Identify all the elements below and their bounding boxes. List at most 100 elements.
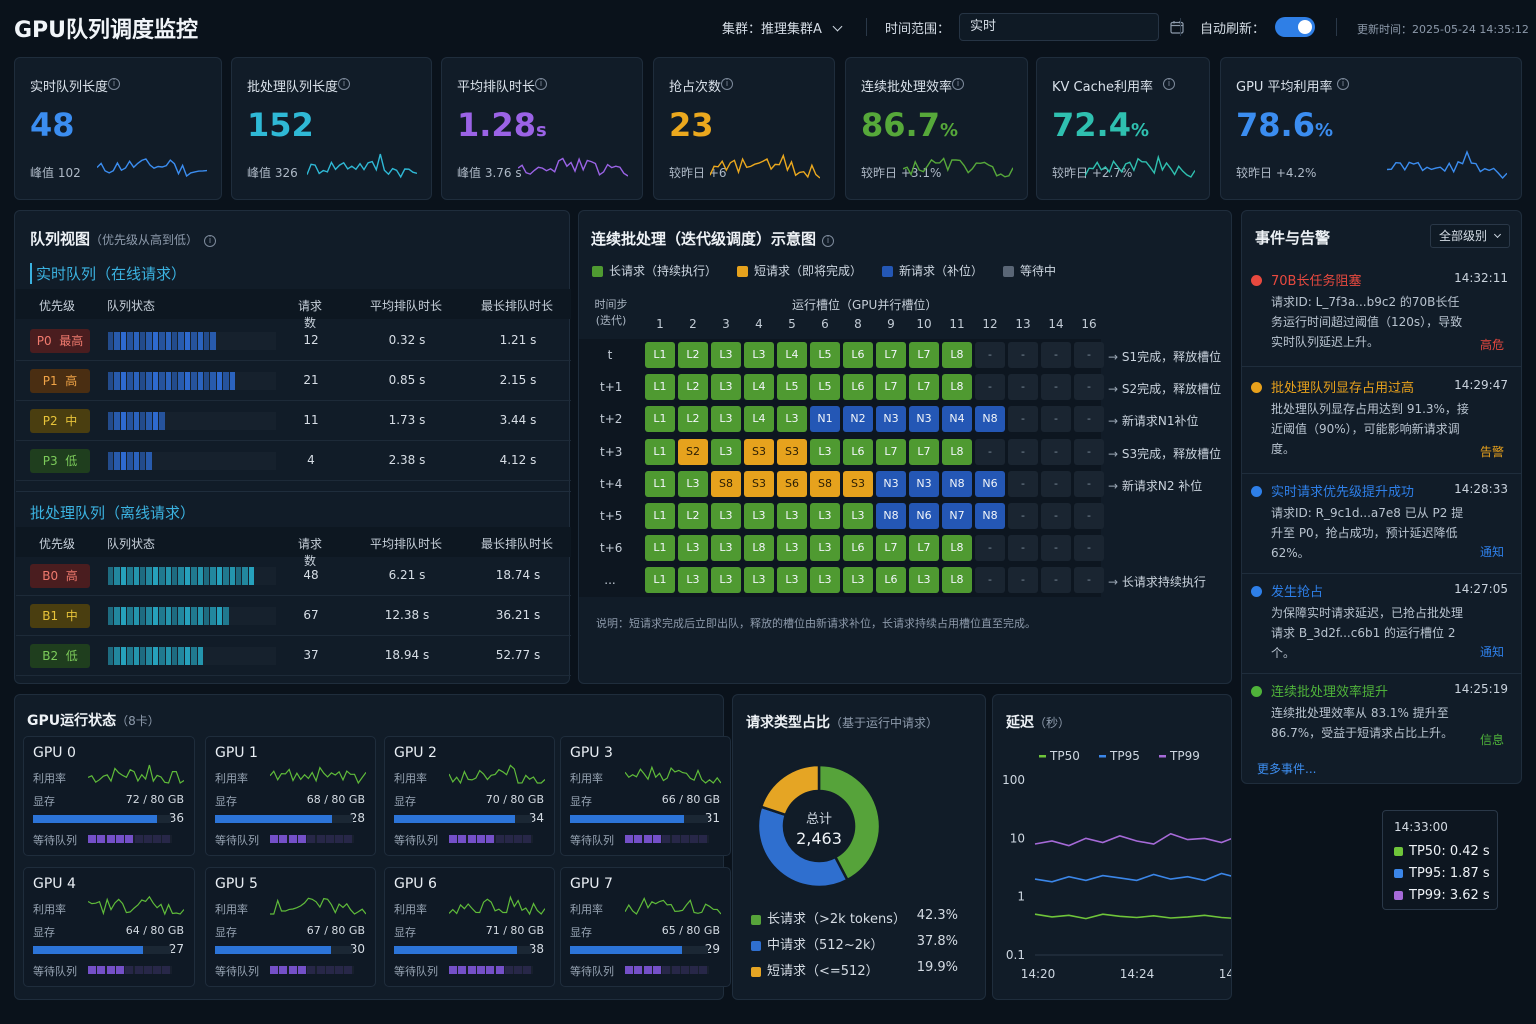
gpu-card[interactable]: GPU 3 利用率 显存 等待队列 66 / 80 GB 31 <box>560 736 731 856</box>
slot-cell: L3 <box>678 470 708 497</box>
queue-row[interactable]: P2 中 11 1.73 s 3.44 s <box>16 401 571 441</box>
slot-cell: L8 <box>942 535 972 562</box>
events-title: 事件与告警 <box>1255 229 1331 247</box>
column-header: 优先级 <box>39 537 76 551</box>
gpu-card[interactable]: GPU 7 利用率 显存 等待队列 65 / 80 GB 29 <box>560 867 731 987</box>
gpu-card[interactable]: GPU 1 利用率 显存 等待队列 68 / 80 GB 28 <box>205 736 376 856</box>
slot-cell: L3 <box>777 535 807 562</box>
queue-row[interactable]: P0 最高 12 0.32 s 1.21 s <box>16 321 571 361</box>
slot-cell: - <box>975 342 1005 368</box>
slot-cell: N8 <box>975 406 1005 433</box>
auto-refresh-toggle[interactable] <box>1275 17 1315 37</box>
more-events-link[interactable]: 更多事件... <box>1257 762 1317 776</box>
slot-cell: - <box>1074 535 1104 562</box>
mem-bar <box>215 946 353 954</box>
util-sparkline <box>270 897 366 915</box>
info-icon[interactable]: i <box>204 234 217 247</box>
y-tick-label: 100 <box>1002 773 1025 787</box>
slot-cell: - <box>1008 374 1038 401</box>
donut-slice[interactable] <box>759 763 821 817</box>
gpu-card[interactable]: GPU 2 利用率 显存 等待队列 70 / 80 GB 34 <box>384 736 555 856</box>
slot-cell: L3 <box>909 567 939 594</box>
gpu-name: GPU 0 <box>33 745 76 761</box>
util-label: 利用率 <box>215 772 248 785</box>
cluster-label: 集群： <box>722 22 762 37</box>
gpu-card[interactable]: GPU 5 利用率 显存 等待队列 67 / 80 GB 30 <box>205 867 376 987</box>
info-icon[interactable]: i <box>338 78 350 90</box>
event-item[interactable]: 发生抢占 14:27:05 为保障实时请求延迟，已抢占批处理请求 B_3d2f...… <box>1242 581 1522 673</box>
event-desc: 连续批处理效率从 83.1% 提升至 86.7%，受益于短请求占比上升。 <box>1271 706 1454 740</box>
event-item[interactable]: 70B长任务阻塞 14:32:11 请求ID: L_7f3a...b9c2 的70B… <box>1242 270 1522 366</box>
slot-cell: L2 <box>678 374 708 401</box>
kpi-sparkline <box>710 153 820 179</box>
priority-badge: P0 最高 <box>30 329 90 353</box>
info-icon[interactable]: i <box>952 78 964 90</box>
queue-row[interactable]: P1 高 21 0.85 s 2.15 s <box>16 361 571 401</box>
queue-status-bar <box>108 647 276 665</box>
legend-item: 长请求（持续执行） <box>592 264 717 278</box>
row-note: → S3完成，释放槽位 <box>1108 446 1222 461</box>
queue-status-bar <box>108 567 276 585</box>
priority-badge: B2 低 <box>30 644 90 668</box>
queue-row[interactable]: P3 低 4 2.38 s 4.12 s <box>16 441 571 481</box>
info-icon[interactable]: i <box>535 78 547 90</box>
event-item[interactable]: 实时请求优先级提升成功 14:28:33 请求ID: R_9c1d...a7e8 已… <box>1242 481 1522 573</box>
event-status-dot <box>1251 686 1262 697</box>
slot-cell: L7 <box>909 374 939 401</box>
info-icon[interactable]: i <box>1163 78 1175 90</box>
info-icon[interactable]: i <box>108 78 120 90</box>
gpu-card[interactable]: GPU 4 利用率 显存 等待队列 64 / 80 GB 27 <box>23 867 195 987</box>
slot-cell: L3 <box>678 567 708 594</box>
queue-row[interactable]: B0 高 48 6.21 s 18.74 s <box>16 556 571 596</box>
legend-label: TP95 <box>1109 749 1140 763</box>
donut-slice[interactable] <box>817 763 882 882</box>
event-item[interactable]: 连续批处理效率提升 14:25:19 连续批处理效率从 83.1% 提升至 86.7… <box>1242 681 1522 761</box>
time-step-label: t+3 <box>600 444 623 459</box>
slot-number: 11 <box>949 317 965 331</box>
event-item[interactable]: 批处理队列显存占用过高 14:29:47 批处理队列显存占用达到 91.3%，接近阈… <box>1242 377 1522 473</box>
slot-cell: N3 <box>909 406 939 433</box>
chevron-down-icon <box>1493 230 1502 239</box>
gpu-card[interactable]: GPU 0 利用率 显存 等待队列 72 / 80 GB 36 <box>23 736 195 856</box>
slot-cell: N8 <box>975 503 1005 529</box>
queue-row[interactable]: B2 低 37 18.94 s 52.77 s <box>16 636 571 676</box>
event-level: 通知 <box>1479 645 1504 659</box>
slot-cell: L5 <box>810 374 840 401</box>
info-icon[interactable]: i <box>721 78 733 90</box>
series-line-tp99 <box>1034 832 1231 847</box>
slot-cell: - <box>1041 470 1071 497</box>
calendar-icon[interactable] <box>1170 20 1184 34</box>
max-wait: 52.77 s <box>495 648 541 662</box>
donut-slice[interactable] <box>756 805 850 889</box>
series-line-tp50 <box>1034 913 1231 920</box>
slot-cell: L8 <box>942 438 972 465</box>
batch-queue-title: 批处理队列（离线请求） <box>30 504 196 522</box>
request-count: 37 <box>303 648 319 662</box>
kpi-subtext: 较昨日 +3.1% <box>861 166 942 180</box>
queue-row[interactable]: B1 中 67 12.38 s 36.21 s <box>16 596 571 636</box>
avg-wait: 12.38 s <box>384 608 430 622</box>
info-icon[interactable]: i <box>822 234 835 247</box>
slot-cell: N6 <box>975 470 1005 497</box>
event-level-filter[interactable]: 全部级别 <box>1430 224 1510 248</box>
slot-number: 4 <box>755 317 763 331</box>
slot-cell: - <box>975 535 1005 562</box>
column-header: 优先级 <box>39 299 76 313</box>
mem-label: 显存 <box>33 926 55 939</box>
time-step-label: t+1 <box>600 380 623 395</box>
slot-number: 9 <box>887 317 895 331</box>
gpu-mem-value: 64 / 80 GB <box>125 924 184 937</box>
time-range-input[interactable]: 实时 <box>959 13 1184 41</box>
kpi-title: 抢占次数 <box>669 80 722 95</box>
legend-item: 新请求（补位） <box>882 264 983 278</box>
slot-cell: S2 <box>678 438 708 465</box>
queue-bar <box>270 835 354 843</box>
gpu-card[interactable]: GPU 6 利用率 显存 等待队列 71 / 80 GB 38 <box>384 867 555 987</box>
legend-swatch <box>1159 755 1166 758</box>
cluster-select[interactable]: 集群：推理集群A <box>722 18 843 37</box>
info-icon[interactable]: i <box>1337 78 1349 90</box>
event-time: 14:29:47 <box>1454 378 1508 392</box>
latency-panel <box>992 694 1232 1000</box>
slot-cell: - <box>1008 567 1038 594</box>
gpu-mem-value: 70 / 80 GB <box>485 793 544 806</box>
